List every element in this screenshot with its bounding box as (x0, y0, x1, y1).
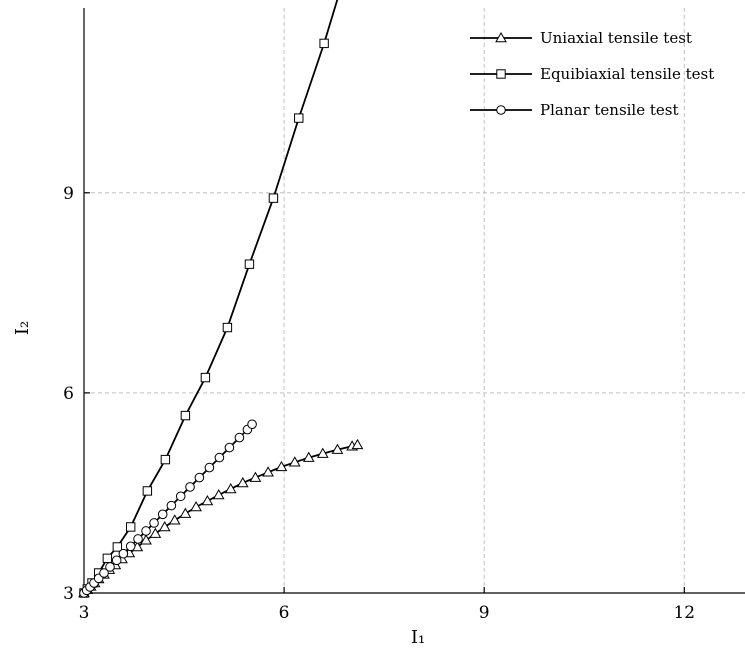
data-point-circle (149, 518, 159, 528)
x-tick-label: 3 (79, 603, 90, 623)
series-triangle (78, 438, 364, 598)
legend-label: Uniaxial tensile test (540, 29, 692, 47)
data-point-triangle (190, 500, 202, 512)
data-point-triangle (331, 443, 344, 454)
data-point-square (142, 486, 153, 496)
data-point-triangle (288, 456, 301, 467)
data-point-triangle (236, 476, 249, 488)
y-tick-label: 12 (52, 0, 74, 4)
legend-marker-square (496, 69, 506, 79)
data-point-circle (224, 442, 235, 453)
data-point-square (200, 372, 211, 383)
data-point-triangle (158, 520, 171, 532)
legend-item: Planar tensile test (470, 101, 679, 119)
series-line (83, 0, 339, 594)
y-tick-label: 9 (63, 184, 74, 204)
data-point-circle (185, 482, 195, 492)
ticks: 3 6 9 12 3 6 9 12 (52, 0, 695, 623)
legend: Uniaxial tensile test Equibiaxial tensile… (470, 29, 714, 119)
series-square (79, 0, 339, 598)
data-point-triangle (149, 527, 162, 538)
series (78, 0, 364, 598)
legend-label: Equibiaxial tensile test (540, 65, 714, 83)
data-point-triangle (302, 451, 315, 462)
data-point-triangle (224, 482, 237, 494)
legend-label: Planar tensile test (540, 101, 679, 119)
series-line (83, 444, 358, 594)
x-tick-label: 12 (673, 603, 695, 623)
data-point-square (319, 38, 329, 49)
data-point-triangle (262, 466, 274, 477)
x-axis-label: I₁ (411, 627, 425, 648)
data-point-square (294, 113, 304, 123)
data-point-square (180, 410, 191, 421)
data-point-square (102, 553, 113, 564)
legend-marker-circle (496, 105, 506, 115)
x-tick-label: 9 (479, 603, 490, 623)
legend-item: Equibiaxial tensile test (470, 65, 714, 83)
data-point-triangle (212, 488, 225, 500)
y-tick-label: 3 (63, 584, 74, 604)
data-point-circle (118, 548, 129, 559)
data-point-circle (157, 509, 168, 520)
legend-item: Uniaxial tensile test (470, 29, 692, 47)
data-point-circle (194, 472, 205, 483)
data-point-circle (175, 491, 186, 502)
data-point-circle (204, 462, 215, 473)
data-point-circle (166, 500, 177, 511)
data-point-triangle (249, 471, 262, 482)
data-point-circle (247, 419, 257, 430)
data-point-circle (125, 541, 136, 552)
data-point-triangle (351, 438, 364, 450)
data-point-square (160, 454, 171, 465)
legend-marker-triangle (495, 31, 507, 43)
y-axis-label: I₂ (12, 321, 33, 335)
axes (83, 8, 745, 594)
data-point-circle (105, 562, 115, 572)
data-point-triangle (201, 494, 214, 506)
data-point-triangle (316, 447, 329, 458)
data-point-circle (214, 452, 225, 463)
data-point-square (222, 322, 233, 333)
data-point-square (112, 542, 123, 552)
y-tick-label: 6 (63, 384, 74, 404)
data-point-circle (111, 555, 122, 566)
data-point-triangle (168, 514, 181, 525)
x-tick-label: 6 (279, 603, 290, 623)
data-point-circle (99, 568, 109, 578)
data-point-circle (141, 526, 151, 536)
data-point-triangle (275, 460, 288, 472)
grid-lines (84, 8, 745, 593)
data-point-triangle (179, 507, 192, 518)
data-point-square (125, 522, 136, 532)
data-point-square (244, 259, 255, 269)
data-point-square (268, 193, 279, 203)
series-circle (79, 419, 257, 598)
data-point-triangle (140, 534, 152, 545)
data-point-circle (234, 432, 245, 443)
data-point-circle (133, 534, 143, 544)
